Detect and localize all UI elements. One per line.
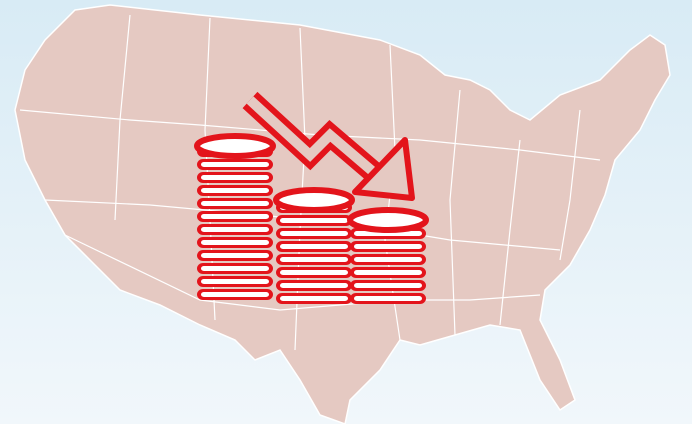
us-map [14, 4, 671, 424]
coin [280, 257, 348, 262]
coin [201, 227, 269, 232]
coin [280, 270, 348, 275]
coin [354, 270, 422, 275]
coin [201, 279, 269, 284]
coin [347, 207, 429, 233]
coin [280, 296, 348, 301]
coin [201, 201, 269, 206]
coin [280, 244, 348, 249]
coin [194, 133, 276, 159]
coin [280, 283, 348, 288]
coin [280, 218, 348, 223]
coin [201, 188, 269, 193]
coin [201, 266, 269, 271]
coin [201, 175, 269, 180]
coin-stacks [194, 133, 429, 304]
coin [354, 296, 422, 301]
coin [201, 214, 269, 219]
coin [201, 253, 269, 258]
coin [201, 240, 269, 245]
coin [354, 231, 422, 236]
coin [201, 162, 269, 167]
coin [354, 257, 422, 262]
coin [354, 283, 422, 288]
coin [273, 187, 355, 213]
down-arrow [242, 91, 415, 201]
coin [201, 292, 269, 297]
coin [280, 231, 348, 236]
coin [354, 244, 422, 249]
